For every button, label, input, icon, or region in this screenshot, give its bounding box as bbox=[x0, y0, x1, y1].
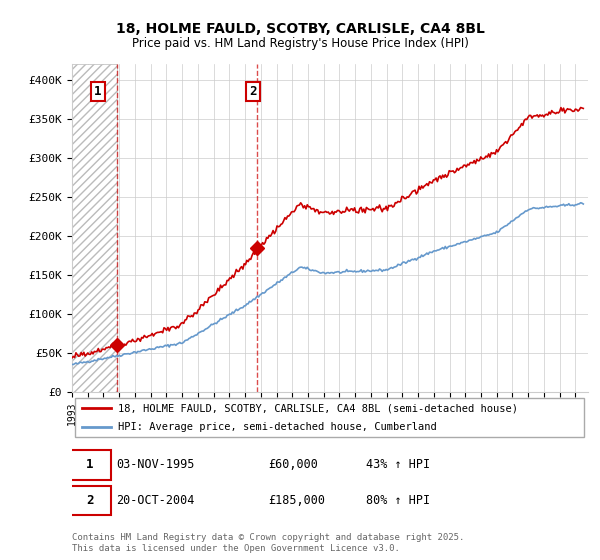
FancyBboxPatch shape bbox=[74, 398, 584, 437]
Text: 18, HOLME FAULD, SCOTBY, CARLISLE, CA4 8BL (semi-detached house): 18, HOLME FAULD, SCOTBY, CARLISLE, CA4 8… bbox=[118, 403, 518, 413]
Text: 03-NOV-1995: 03-NOV-1995 bbox=[116, 459, 194, 472]
Text: 1: 1 bbox=[94, 85, 101, 98]
Text: Contains HM Land Registry data © Crown copyright and database right 2025.
This d: Contains HM Land Registry data © Crown c… bbox=[72, 533, 464, 553]
FancyBboxPatch shape bbox=[70, 450, 110, 479]
FancyBboxPatch shape bbox=[70, 486, 110, 515]
Text: £185,000: £185,000 bbox=[268, 494, 325, 507]
Text: 2: 2 bbox=[86, 494, 94, 507]
Text: 1: 1 bbox=[86, 459, 94, 472]
Text: 20-OCT-2004: 20-OCT-2004 bbox=[116, 494, 194, 507]
Text: HPI: Average price, semi-detached house, Cumberland: HPI: Average price, semi-detached house,… bbox=[118, 422, 437, 432]
Text: Price paid vs. HM Land Registry's House Price Index (HPI): Price paid vs. HM Land Registry's House … bbox=[131, 37, 469, 50]
Text: 2: 2 bbox=[249, 85, 257, 98]
Text: 80% ↑ HPI: 80% ↑ HPI bbox=[366, 494, 430, 507]
Text: 43% ↑ HPI: 43% ↑ HPI bbox=[366, 459, 430, 472]
Text: 18, HOLME FAULD, SCOTBY, CARLISLE, CA4 8BL: 18, HOLME FAULD, SCOTBY, CARLISLE, CA4 8… bbox=[116, 22, 484, 36]
Text: £60,000: £60,000 bbox=[268, 459, 318, 472]
